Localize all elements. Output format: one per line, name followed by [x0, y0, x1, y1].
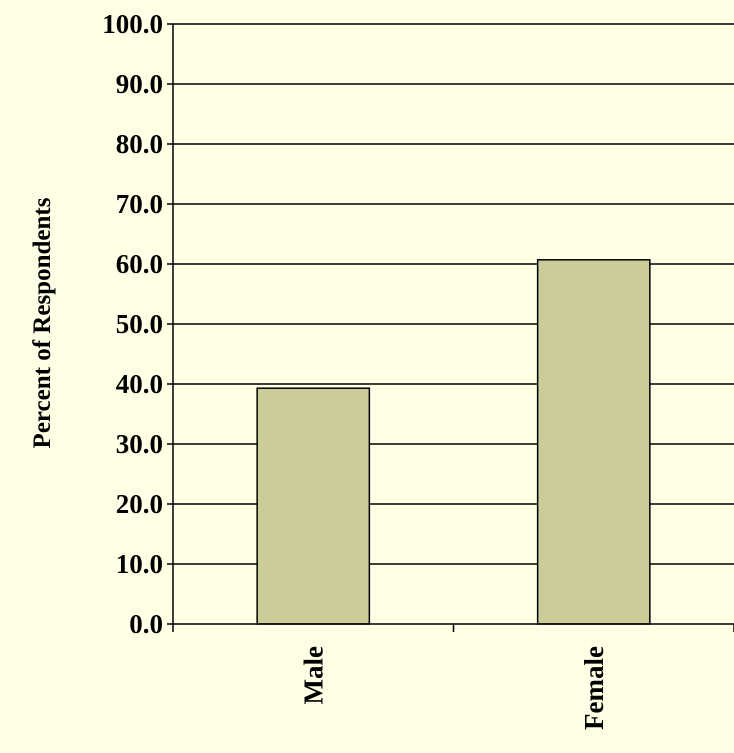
y-tick-label: 40.0: [116, 369, 163, 399]
y-tick-label: 60.0: [116, 249, 163, 279]
y-tick-label: 10.0: [116, 549, 163, 579]
y-tick-label: 90.0: [116, 69, 163, 99]
y-tick-label: 100.0: [102, 9, 163, 39]
y-tick-label: 80.0: [116, 129, 163, 159]
bar-female: [536, 259, 651, 625]
bar-male: [256, 387, 371, 625]
y-tick-label: 0.0: [129, 609, 163, 639]
x-tick-label: Male: [298, 646, 328, 704]
y-tick-label: 70.0: [116, 189, 163, 219]
y-tick-label: 50.0: [116, 309, 163, 339]
y-tick-label: 30.0: [116, 429, 163, 459]
x-tick-labels: Male Female: [298, 646, 609, 730]
x-tick-label: Female: [579, 646, 609, 730]
y-tick-label: 20.0: [116, 489, 163, 519]
bars: [256, 259, 651, 625]
y-axis-title: Percent of Respondents: [29, 197, 56, 448]
y-tick-labels: 0.0 10.0 20.0 30.0 40.0 50.0 60.0 70.0 80.0 90.0 1…: [102, 9, 163, 639]
axes: [167, 23, 734, 632]
